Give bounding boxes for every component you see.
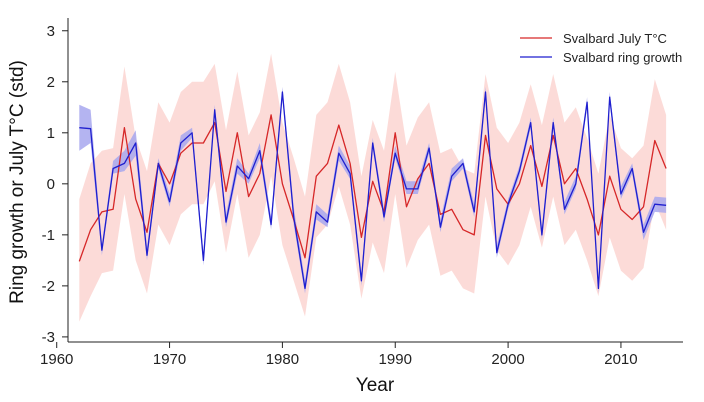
- legend-label-ring-growth: Svalbard ring growth: [563, 50, 682, 65]
- series-lines: [78, 91, 667, 290]
- y-axis-title: Ring growth or July T°C (std): [7, 60, 28, 304]
- x-tick-label: 1980: [266, 351, 299, 368]
- legend: Svalbard July T°C Svalbard ring growth: [520, 31, 682, 65]
- x-tick-label: 1970: [153, 351, 186, 368]
- y-tick-label: -1: [42, 227, 55, 244]
- y-tick-label: 1: [47, 125, 55, 142]
- x-axis-ticks: 1960 1970 1980 1990 2000 2010: [40, 342, 638, 368]
- y-tick-label: -3: [42, 329, 55, 346]
- x-tick-label: 2010: [604, 351, 637, 368]
- y-tick-label: -2: [42, 278, 55, 295]
- band-temperature: [79, 53, 667, 322]
- x-tick-label: 2000: [491, 351, 524, 368]
- y-tick-label: 3: [47, 23, 55, 40]
- x-tick-label: 1990: [379, 351, 412, 368]
- y-tick-label: 2: [47, 74, 55, 91]
- confidence-bands: [79, 53, 667, 322]
- legend-label-temperature: Svalbard July T°C: [563, 31, 667, 46]
- y-tick-label: 0: [47, 176, 55, 193]
- y-axis-ticks: -3 -2 -1 0 1 2 3: [42, 23, 68, 346]
- x-axis-title: Year: [356, 375, 395, 396]
- axes: [67, 18, 683, 343]
- series-line-ring-growth: [79, 91, 667, 290]
- x-tick-label: 1960: [40, 351, 73, 368]
